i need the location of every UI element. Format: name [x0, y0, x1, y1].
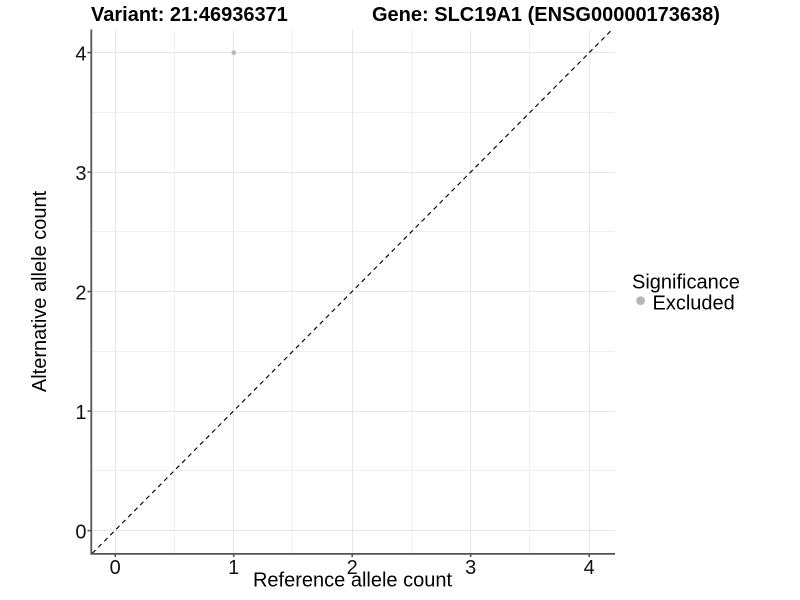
svg-text:3: 3 — [465, 557, 476, 579]
svg-text:2: 2 — [347, 557, 358, 579]
svg-text:0: 0 — [75, 522, 86, 544]
svg-text:4: 4 — [584, 557, 595, 579]
svg-text:Excluded: Excluded — [653, 292, 735, 314]
svg-text:Gene: SLC19A1 (ENSG00000173638: Gene: SLC19A1 (ENSG00000173638) — [372, 4, 720, 26]
svg-text:1: 1 — [75, 402, 86, 424]
svg-text:4: 4 — [75, 44, 86, 66]
svg-text:Significance: Significance — [632, 272, 740, 294]
svg-text:Reference allele count: Reference allele count — [253, 570, 452, 592]
svg-text:Alternative allele count: Alternative allele count — [29, 190, 51, 392]
svg-text:3: 3 — [75, 163, 86, 185]
svg-text:Variant: 21:46936371: Variant: 21:46936371 — [91, 4, 288, 26]
svg-text:1: 1 — [228, 557, 239, 579]
svg-text:2: 2 — [75, 283, 86, 305]
svg-text:0: 0 — [110, 557, 121, 579]
